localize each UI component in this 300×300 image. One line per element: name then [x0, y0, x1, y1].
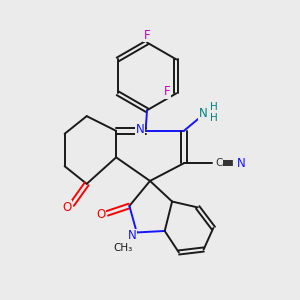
Text: F: F: [164, 85, 170, 98]
Text: C: C: [215, 158, 223, 168]
Text: H: H: [210, 112, 218, 123]
Text: O: O: [96, 208, 106, 221]
Text: N: N: [237, 157, 246, 170]
Text: H: H: [210, 102, 218, 112]
Text: F: F: [144, 29, 150, 42]
Text: CH₃: CH₃: [114, 243, 133, 253]
Text: O: O: [62, 201, 71, 214]
Text: N: N: [128, 230, 137, 242]
Text: N: N: [199, 107, 207, 120]
Text: N: N: [136, 123, 145, 136]
